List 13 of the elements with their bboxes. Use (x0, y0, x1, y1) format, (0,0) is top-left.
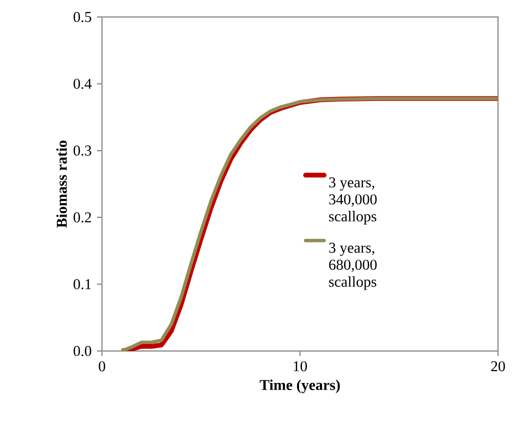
y-tick-label: 0.1 (74, 279, 91, 290)
y-tick-label: 0.5 (74, 12, 92, 22)
y-tick-label: 0.3 (74, 146, 92, 156)
legend-label: 3 years, 680,000 scallops (329, 242, 377, 290)
x-tick-label: 20 (491, 361, 505, 372)
x-tick-label: 10 (294, 361, 307, 372)
y-tick-label: 0.4 (74, 78, 92, 89)
y-axis-title: Biomass ratio (56, 140, 67, 228)
y-tick-label: 0.2 (74, 212, 91, 222)
legend-label: 3 years, 340,000 scallops (329, 177, 377, 224)
x-tick-label: 0 (98, 361, 106, 372)
x-axis-title: Time (years) (260, 380, 340, 394)
y-tick-label: 0.0 (74, 346, 92, 356)
